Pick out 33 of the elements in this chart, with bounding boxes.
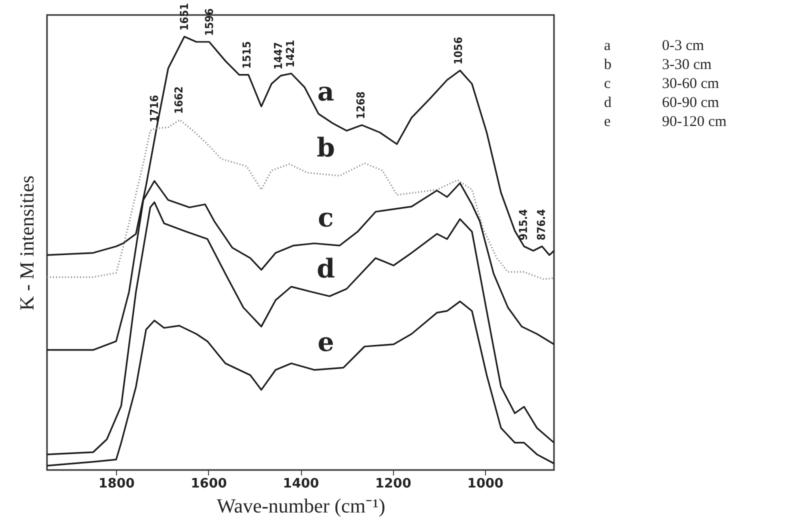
text: c <box>604 76 611 92</box>
annotation: 876.4 <box>534 208 548 240</box>
x-tick-label: 1800 <box>98 476 135 492</box>
text: 3-30 cm <box>662 57 712 73</box>
x-tick-label: 1600 <box>190 476 227 492</box>
annotation: 1596 <box>203 8 216 36</box>
annotation: 1421 <box>284 40 297 68</box>
text: a <box>604 38 611 54</box>
text: 60-90 cm <box>662 95 720 111</box>
text: 30-60 cm <box>662 76 720 92</box>
annotation: c <box>318 203 334 234</box>
annotation: 915.4 <box>516 208 530 240</box>
x-tick-label: 1000 <box>467 476 504 492</box>
x-tick-label: 1200 <box>375 476 412 492</box>
annotation: e <box>318 328 334 358</box>
text: 0-3 cm <box>662 38 704 54</box>
annotation: d <box>316 254 335 284</box>
annotation: b <box>316 133 335 164</box>
annotation: 1662 <box>172 86 186 114</box>
annotation: 1268 <box>354 91 368 120</box>
text: b <box>604 57 612 73</box>
annotation: 1056 <box>452 36 466 64</box>
text: e <box>604 114 611 130</box>
text: 90-120 cm <box>662 114 727 130</box>
text: d <box>604 95 612 111</box>
x-tick-label: 1400 <box>282 476 320 492</box>
x-axis-title: Wave-number (cm⁻¹) <box>216 496 386 518</box>
annotation: a <box>317 78 334 108</box>
annotation: 1447 <box>272 42 285 70</box>
annotation: 1515 <box>240 41 254 69</box>
y-axis-title: K - M intensities <box>16 175 38 310</box>
annotation: 1651 <box>178 3 191 31</box>
annotation: 1716 <box>148 94 161 123</box>
